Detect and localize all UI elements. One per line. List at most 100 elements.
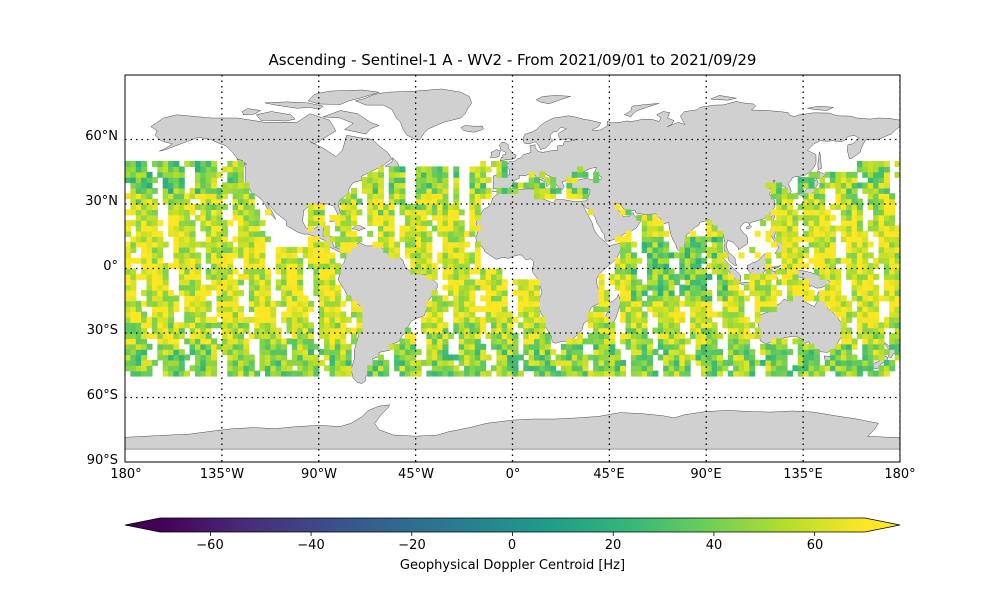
doppler-cell: [189, 284, 196, 291]
doppler-cell: [711, 257, 718, 264]
doppler-cell: [706, 225, 713, 232]
doppler-cell: [146, 257, 153, 264]
doppler-cell: [657, 311, 664, 318]
doppler-cell: [717, 252, 723, 259]
doppler-cell: [157, 268, 164, 275]
doppler-cell: [609, 343, 616, 350]
doppler-cell: [700, 327, 707, 334]
doppler-cell: [867, 284, 874, 291]
doppler-cell: [754, 284, 761, 291]
doppler-cell: [281, 290, 288, 296]
doppler-cell: [308, 236, 314, 243]
doppler-cell: [200, 284, 207, 291]
doppler-cell: [437, 204, 444, 210]
doppler-cell: [431, 365, 438, 372]
doppler-cell: [447, 225, 454, 232]
doppler-cell: [749, 354, 756, 361]
doppler-cell: [227, 284, 234, 291]
doppler-cell: [195, 241, 201, 248]
doppler-cell: [431, 295, 438, 302]
doppler-cell: [856, 198, 863, 205]
doppler-cell: [216, 273, 223, 280]
doppler-cell: [388, 193, 395, 200]
doppler-cell: [130, 177, 137, 184]
doppler-cell: [534, 349, 540, 356]
doppler-cell: [130, 359, 137, 366]
doppler-cell: [453, 225, 460, 232]
doppler-cell: [248, 204, 255, 210]
doppler-cell: [797, 359, 804, 366]
doppler-cell: [835, 365, 842, 372]
doppler-cell: [835, 182, 842, 189]
doppler-cell: [620, 263, 627, 270]
doppler-cell: [227, 370, 234, 377]
doppler-cell: [840, 343, 847, 350]
doppler-cell: [442, 359, 449, 366]
doppler-cell: [383, 204, 390, 210]
doppler-cell: [243, 193, 250, 200]
doppler-cell: [426, 252, 433, 259]
doppler-cell: [743, 316, 750, 323]
doppler-cell: [684, 284, 691, 291]
doppler-cell: [173, 171, 180, 178]
doppler-cell: [792, 338, 799, 345]
doppler-cell: [717, 247, 723, 253]
doppler-cell: [668, 354, 675, 361]
doppler-cell: [690, 316, 697, 323]
doppler-cell: [862, 338, 869, 345]
doppler-cell: [889, 290, 896, 296]
doppler-cell: [302, 316, 309, 323]
doppler-cell: [781, 204, 788, 210]
doppler-cell: [480, 359, 487, 366]
doppler-cell: [189, 343, 196, 350]
doppler-cell: [227, 279, 234, 286]
doppler-cell: [313, 209, 320, 216]
doppler-cell: [281, 268, 288, 275]
doppler-cell: [776, 268, 783, 275]
doppler-cell: [846, 187, 853, 194]
doppler-cell: [593, 327, 600, 334]
doppler-cell: [582, 370, 589, 377]
doppler-cell: [534, 193, 540, 200]
doppler-cell: [431, 209, 438, 216]
doppler-cell: [464, 257, 471, 264]
doppler-cell: [270, 338, 277, 345]
doppler-cell: [684, 365, 691, 372]
doppler-cell: [787, 252, 793, 259]
doppler-cell: [474, 349, 481, 356]
doppler-cell: [571, 338, 578, 345]
doppler-cell: [878, 327, 885, 334]
doppler-cell: [695, 322, 702, 329]
doppler-cell: [227, 241, 234, 248]
doppler-cell: [695, 343, 702, 350]
doppler-cell: [254, 327, 261, 334]
doppler-cell: [135, 311, 142, 318]
doppler-cell: [856, 252, 863, 259]
doppler-cell: [679, 349, 686, 356]
doppler-cell: [297, 333, 304, 339]
doppler-cell: [329, 300, 336, 307]
doppler-cell: [517, 279, 524, 286]
doppler-cell: [232, 365, 239, 372]
doppler-cell: [168, 365, 175, 372]
doppler-cell: [431, 327, 438, 334]
doppler-cell: [195, 316, 201, 323]
doppler-cell: [447, 257, 454, 264]
doppler-cell: [173, 343, 180, 350]
doppler-cell: [883, 322, 890, 329]
doppler-cell: [830, 214, 836, 221]
doppler-cell: [264, 284, 271, 291]
doppler-cell: [690, 273, 697, 280]
doppler-cell: [318, 204, 325, 210]
doppler-cell: [157, 257, 164, 264]
doppler-cell: [749, 247, 756, 253]
doppler-cell: [474, 252, 481, 259]
doppler-cell: [770, 370, 777, 377]
doppler-cell: [200, 166, 207, 173]
doppler-cell: [717, 230, 723, 237]
doppler-cell: [851, 182, 858, 189]
doppler-cell: [431, 187, 438, 194]
doppler-cell: [878, 333, 885, 339]
doppler-cell: [394, 171, 401, 178]
doppler-cell: [345, 247, 352, 253]
